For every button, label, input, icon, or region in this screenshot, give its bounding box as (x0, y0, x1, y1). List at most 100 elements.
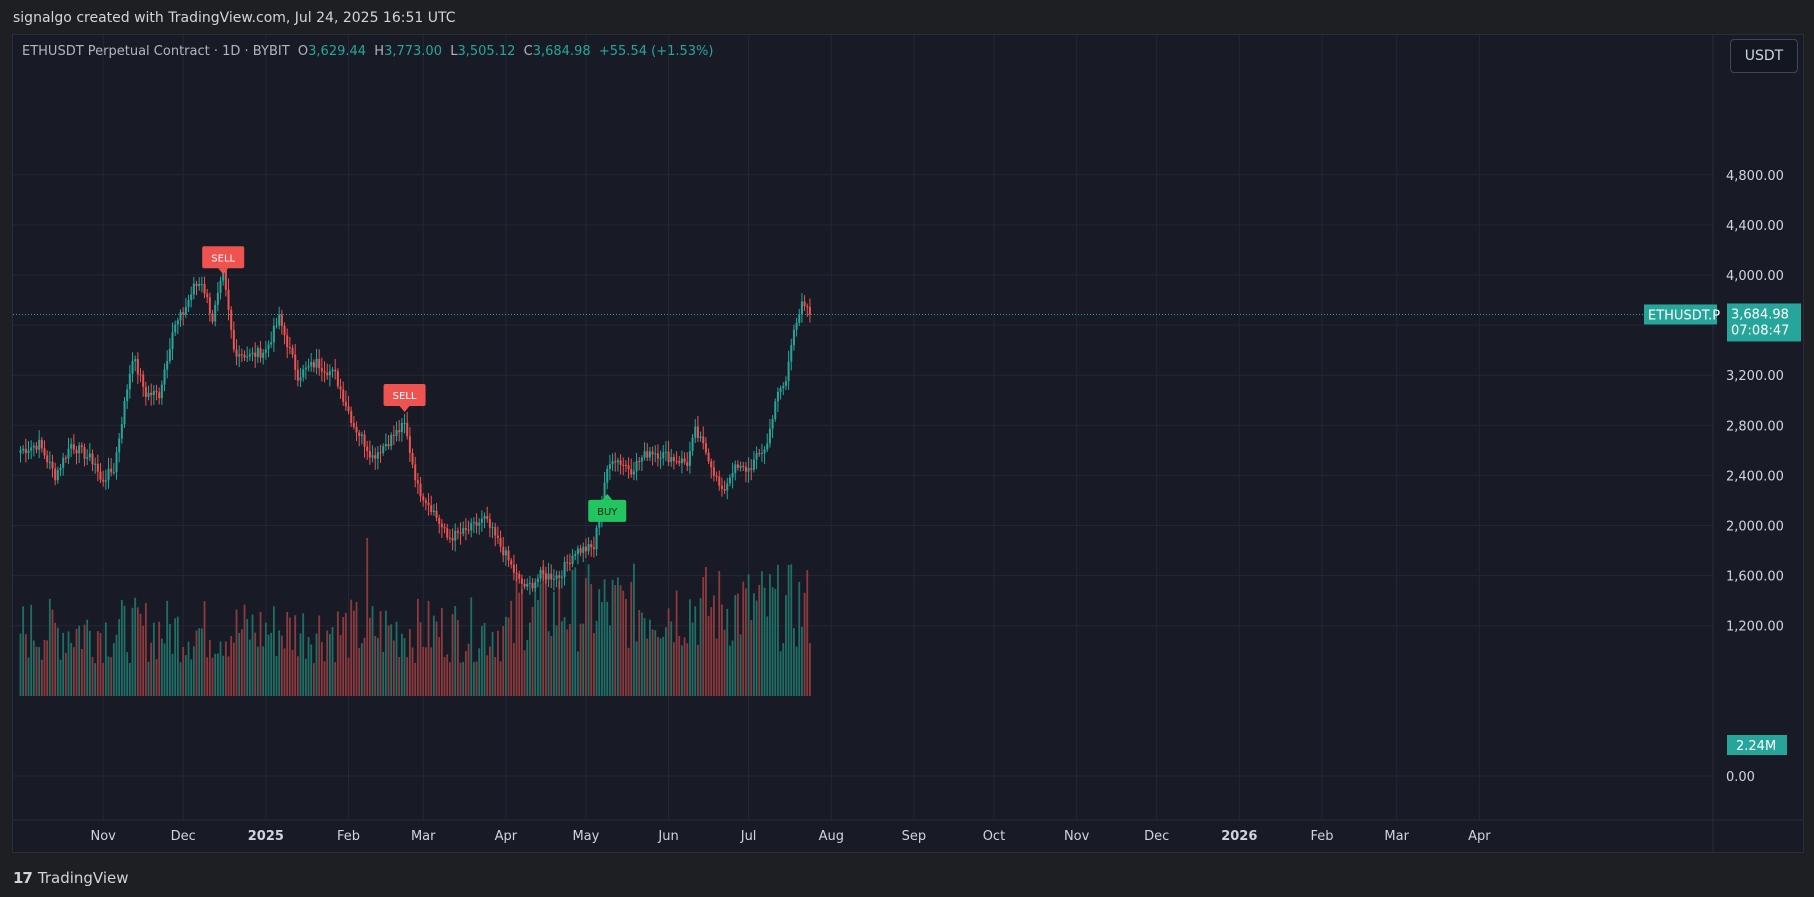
candle-body (334, 369, 337, 372)
volume-bar (72, 647, 75, 696)
volume-bar (563, 617, 566, 696)
candle-body (123, 400, 126, 425)
volume-bar (139, 613, 142, 696)
volume-bar (438, 637, 441, 696)
sell-signal-marker[interactable] (202, 246, 245, 269)
volume-bar (350, 599, 353, 696)
volume-bar (795, 646, 798, 696)
footer-brand[interactable]: 17 TradingView (13, 869, 129, 887)
time-tick-label: Jun (657, 829, 678, 844)
volume-bar (86, 619, 89, 696)
volume-bar (358, 648, 361, 696)
price-tick-label: 2,400.00 (1726, 469, 1784, 484)
candle-body (536, 578, 539, 583)
candle-body (528, 583, 531, 585)
candle-body (566, 562, 569, 564)
candle-body (355, 426, 358, 433)
candle-body (800, 301, 803, 314)
volume-bar (651, 629, 654, 696)
candle-body (470, 522, 473, 531)
volume-bar (646, 638, 649, 696)
candle-body (131, 361, 134, 374)
sell-signal-marker[interactable] (383, 384, 426, 407)
candle-body (163, 369, 166, 385)
candle-body (72, 444, 75, 450)
candle-body (150, 392, 153, 396)
volume-bar (120, 599, 123, 696)
currency-button[interactable]: USDT (1730, 39, 1798, 73)
symbol-legend: ETHUSDT Perpetual Contract · 1D · BYBIT … (22, 44, 713, 59)
candle-body (616, 460, 619, 463)
candle-body (187, 300, 190, 308)
volume-bar (360, 643, 363, 696)
candle-body (792, 329, 795, 346)
volume-bar (288, 617, 291, 696)
candle-body (48, 461, 51, 463)
volume-bar (691, 622, 694, 696)
candle-body (107, 468, 110, 481)
volume-bar (464, 651, 467, 696)
candle-body (384, 444, 387, 447)
candle-body (342, 389, 345, 402)
volume-bar (326, 630, 329, 696)
buy-signal-marker[interactable] (588, 499, 627, 522)
candle-body (507, 550, 510, 561)
volume-bar (726, 608, 729, 696)
volume-bar (184, 655, 187, 696)
volume-bar (344, 612, 347, 696)
candle-body (198, 284, 201, 286)
candle-body (136, 359, 139, 375)
candle-body (771, 419, 774, 429)
volume-bar (643, 618, 646, 696)
candle-body (208, 297, 211, 314)
volume-bar (750, 620, 753, 696)
candle-body (592, 547, 595, 550)
volume-bar (91, 657, 94, 696)
volume-bar (264, 622, 267, 696)
candle-body (760, 453, 763, 455)
volume-bar (296, 656, 299, 696)
candle-body (406, 422, 409, 437)
volume-bar (510, 600, 513, 696)
volume-bar (70, 642, 73, 696)
candle-body (179, 312, 182, 321)
candle-body (262, 352, 265, 358)
volume-bar (606, 601, 609, 696)
volume-bar (766, 616, 769, 696)
volume-bar (798, 581, 801, 696)
open-value: 3,629.44 (308, 44, 367, 59)
volume-bar (256, 646, 259, 696)
volume-bar (707, 615, 710, 696)
volume-bar (355, 601, 358, 696)
volume-bar (611, 579, 614, 696)
high-value: 3,773.00 (384, 44, 442, 59)
candle-body (190, 294, 193, 301)
candle-body (102, 479, 105, 482)
volume-bar (534, 584, 537, 696)
candle-body (422, 496, 425, 501)
candle-body (683, 458, 686, 463)
close-label: C (523, 44, 533, 59)
candle-body (504, 550, 507, 556)
sell-signal-pointer (218, 268, 229, 275)
volume-bar (617, 577, 619, 696)
candle-body (246, 356, 249, 358)
low-label: L (450, 44, 458, 59)
volume-bar (585, 578, 587, 696)
candle-body (448, 537, 451, 539)
volume-bar (603, 579, 606, 696)
volume-bar (240, 629, 243, 696)
candle-body (515, 572, 518, 574)
time-tick-label: Nov (1064, 829, 1090, 844)
volume-bar (491, 631, 494, 696)
volume-bar (342, 617, 345, 696)
chart-canvas[interactable]: 0.00 1,200.00 1,600.00 2,000.00 2,400.00 2,80… (13, 35, 1803, 852)
volume-bar (496, 630, 499, 696)
chart-frame[interactable]: 0.00 1,200.00 1,600.00 2,000.00 2,400.00 2,80… (12, 34, 1804, 853)
volume-tag-value: 2.24M (1736, 739, 1776, 754)
volume-bar (208, 639, 211, 696)
volume-bar (315, 633, 318, 696)
candle-body (590, 544, 593, 548)
candle-body (283, 325, 286, 336)
volume-bar (414, 662, 417, 696)
